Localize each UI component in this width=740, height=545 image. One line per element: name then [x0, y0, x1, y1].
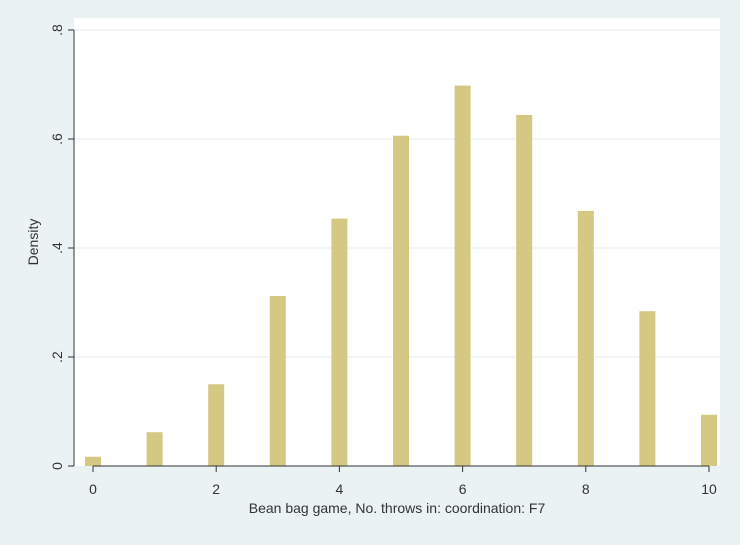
bar-2 — [208, 384, 225, 466]
x-tick-label: 8 — [582, 481, 590, 497]
bar-7 — [516, 115, 533, 467]
bars — [85, 85, 717, 467]
x-tick-label: 0 — [89, 481, 97, 497]
x-axis-ticks: 0 2 4 6 8 10 — [89, 466, 717, 497]
y-tick-label: .6 — [49, 133, 65, 145]
bar-10 — [701, 414, 717, 466]
x-tick-label: 6 — [459, 481, 467, 497]
bar-9 — [639, 311, 656, 466]
y-tick-label: .8 — [49, 24, 65, 36]
y-tick-label: 0 — [49, 462, 65, 470]
bar-3 — [269, 295, 286, 466]
y-tick-label: .2 — [49, 351, 65, 363]
bar-0 — [85, 456, 101, 466]
bar-1 — [146, 432, 163, 466]
bar-4 — [331, 218, 348, 466]
x-tick-label: 2 — [212, 481, 220, 497]
x-tick-label: 4 — [336, 481, 344, 497]
y-axis-label: Density — [25, 219, 41, 266]
x-axis-label: Bean bag game, No. throws in: coordinati… — [249, 500, 546, 516]
y-axis-ticks: 0 .2 .4 .6 .8 — [49, 24, 74, 470]
bar-6 — [454, 85, 471, 466]
y-tick-label: .4 — [49, 242, 65, 254]
bar-8 — [577, 210, 594, 466]
bar-5 — [393, 135, 409, 467]
x-tick-label: 10 — [701, 481, 717, 497]
